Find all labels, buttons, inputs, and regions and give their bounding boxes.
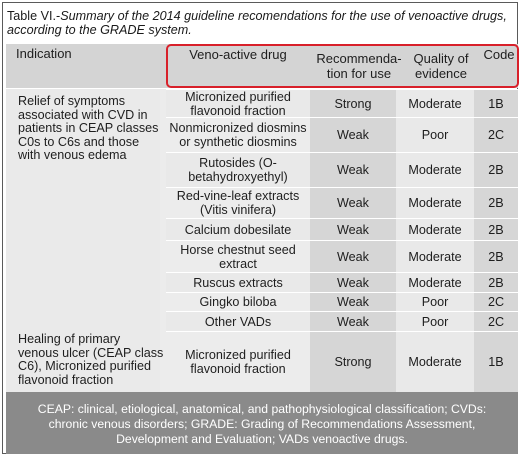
code-cell: 2C — [474, 293, 518, 311]
table-row: Horse chestnut seed extract Weak Moderate 2… — [166, 240, 518, 272]
quality-cell: Poor — [396, 118, 474, 152]
table-row: Nonmicronized diosmins or synthetic dios… — [166, 117, 518, 152]
quality-cell: Moderate — [396, 188, 474, 218]
quality-cell: Moderate — [396, 219, 474, 240]
table-row: Calcium dobesilate Weak Moderate 2B — [166, 218, 518, 240]
code-cell: 2C — [474, 118, 518, 152]
drug-cell: Gingko biloba — [166, 293, 310, 311]
drug-cell: Rutosides (O-betahydroxyethyl) — [166, 153, 310, 187]
drug-cell: Horse chestnut seed extract — [166, 241, 310, 272]
quality-cell: Moderate — [396, 273, 474, 292]
recommendation-cell: Weak — [310, 241, 396, 272]
recommendation-cell: Weak — [310, 219, 396, 240]
code-cell: 2B — [474, 273, 518, 292]
code-cell: 1B — [474, 90, 518, 117]
quality-cell: Moderate — [396, 90, 474, 117]
header-recommendation: Recommenda- tion for use — [316, 51, 402, 81]
drug-cell: Ruscus extracts — [166, 273, 310, 292]
table-caption: Table VI.-Summary of the 2014 guideline … — [7, 9, 517, 37]
drug-cell: Micronized purified flavonoid fraction — [166, 332, 310, 392]
table-row: Micronized purified flavonoid fraction St… — [166, 89, 518, 118]
recommendation-cell: Weak — [310, 293, 396, 311]
quality-cell: Moderate — [396, 332, 474, 392]
header-code: Code — [483, 46, 515, 62]
indication-ulcer-healing: Healing of primary venous ulcer (CEAP cl… — [18, 332, 164, 387]
caption-prefix: Table VI.- — [7, 9, 61, 23]
quality-cell: Moderate — [396, 241, 474, 272]
code-cell: 1B — [474, 332, 518, 392]
drug-cell: Nonmicronized diosmins or synthetic dios… — [166, 118, 310, 152]
indication-column — [6, 89, 160, 392]
table-row: Gingko biloba Weak Poor 2C — [166, 292, 518, 311]
table-row: Red-vine-leaf extracts (Vitis vinifera) W… — [166, 187, 518, 218]
header-quality: Quality of evidence — [413, 51, 469, 81]
code-cell: 2B — [474, 188, 518, 218]
table-row: Micronized purified flavonoid fraction St… — [166, 331, 518, 392]
indication-relief-of-symptoms: Relief of symptoms associated with CVD i… — [18, 94, 159, 162]
quality-cell: Moderate — [396, 153, 474, 187]
drug-cell: Red-vine-leaf extracts (Vitis vinifera) — [166, 188, 310, 218]
drug-cell: Other VADs — [166, 312, 310, 331]
recommendation-cell: Weak — [310, 312, 396, 331]
code-cell: 2B — [474, 241, 518, 272]
table-row: Rutosides (O-betahydroxyethyl) Weak Modera… — [166, 152, 518, 187]
header-drug: Veno-active drug — [189, 46, 287, 62]
recommendation-cell: Weak — [310, 118, 396, 152]
recommendation-cell: Weak — [310, 273, 396, 292]
recommendation-cell: Weak — [310, 153, 396, 187]
caption-text: Summary of the 2014 guideline recomendat… — [7, 9, 507, 37]
quality-cell: Poor — [396, 293, 474, 311]
code-cell: 2B — [474, 153, 518, 187]
recommendation-cell: Strong — [310, 332, 396, 392]
header-indication: Indication — [16, 45, 72, 61]
recommendation-cell: Weak — [310, 188, 396, 218]
drug-cell: Micronized purified flavonoid fraction — [166, 90, 310, 118]
code-cell: 2C — [474, 312, 518, 331]
code-cell: 2B — [474, 219, 518, 240]
table-header: Indication Veno-active drug Recommenda- … — [6, 44, 518, 88]
table-row: Other VADs Weak Poor 2C — [166, 311, 518, 331]
table-row: Ruscus extracts Weak Moderate 2B — [166, 272, 518, 292]
table-footnote: CEAP: clinical, etiological, anatomical,… — [6, 392, 518, 454]
drug-cell: Calcium dobesilate — [166, 219, 310, 240]
quality-cell: Poor — [396, 312, 474, 331]
header-highlight-box — [166, 44, 519, 88]
recommendation-cell: Strong — [310, 90, 396, 117]
